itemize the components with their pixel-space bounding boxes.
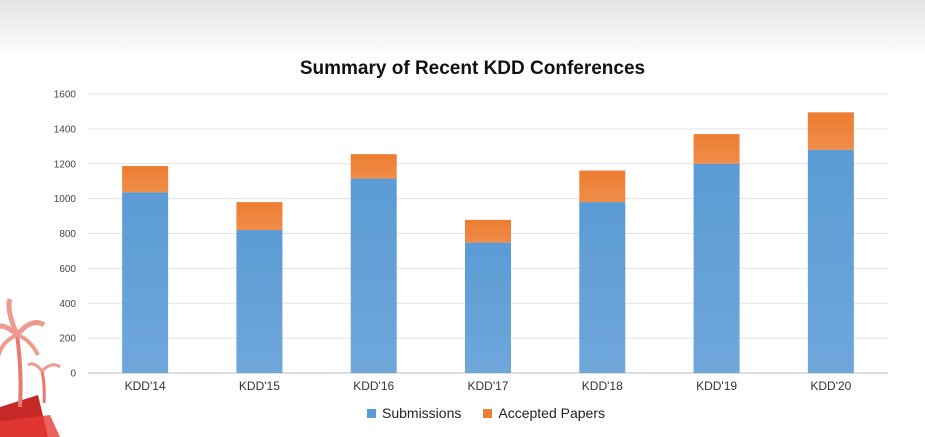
- x-tick-label: KDD'19: [696, 379, 737, 393]
- y-tick-label: 800: [59, 229, 76, 240]
- chart-title: Summary of Recent KDD Conferences: [299, 58, 646, 79]
- y-axis-ticks: 0 200 400 600 800 1000 1200 1400 1600: [54, 90, 77, 380]
- bar-submissions: [350, 178, 397, 373]
- bar-accepted-papers: [236, 202, 283, 231]
- x-tick-label: KDD'16: [353, 379, 394, 393]
- y-tick-label: 0: [70, 369, 76, 380]
- legend-item-submissions: Submissions: [367, 405, 461, 421]
- bar-submissions: [807, 149, 854, 373]
- palm-tree-decoration-icon: [0, 298, 61, 437]
- bar-accepted-papers: [693, 134, 740, 164]
- y-tick-label: 1200: [54, 159, 77, 170]
- bar-submissions: [236, 230, 283, 373]
- slide-top-band: [0, 0, 925, 52]
- chart-legend: Submissions Accepted Papers: [367, 404, 627, 422]
- bar-accepted-papers: [465, 219, 511, 243]
- y-tick-label: 600: [59, 264, 76, 275]
- bar-accepted-papers: [579, 170, 626, 203]
- bar-accepted-papers: [350, 154, 397, 179]
- bar-submissions: [693, 163, 740, 373]
- legend-label-submissions: Submissions: [382, 405, 462, 421]
- y-tick-label: 1400: [54, 124, 77, 135]
- x-tick-label: KDD'20: [810, 379, 851, 393]
- y-tick-label: 1000: [54, 194, 77, 205]
- y-tick-label: 400: [59, 299, 76, 310]
- y-tick-label: 1600: [54, 90, 77, 101]
- legend-item-accepted-papers: Accepted Papers: [483, 405, 605, 421]
- legend-swatch-submissions: [367, 408, 376, 418]
- y-tick-label: 200: [59, 334, 76, 345]
- x-tick-label: KDD'15: [239, 379, 280, 393]
- x-tick-label: KDD'17: [468, 379, 509, 393]
- bar-submissions: [465, 242, 511, 373]
- x-tick-label: KDD'14: [125, 379, 166, 393]
- x-axis-labels: KDD'14 KDD'15 KDD'16 KDD'17 KDD'18 KDD'19 KDD'…: [125, 379, 852, 393]
- bar-accepted-papers: [122, 166, 169, 193]
- legend-label-accepted-papers: Accepted Papers: [498, 405, 605, 421]
- bars: [122, 112, 854, 373]
- bar-submissions: [122, 192, 169, 373]
- bar-accepted-papers: [807, 112, 854, 150]
- bar-submissions: [579, 202, 626, 373]
- legend-swatch-accepted-papers: [483, 408, 493, 418]
- x-tick-label: KDD'18: [582, 379, 623, 393]
